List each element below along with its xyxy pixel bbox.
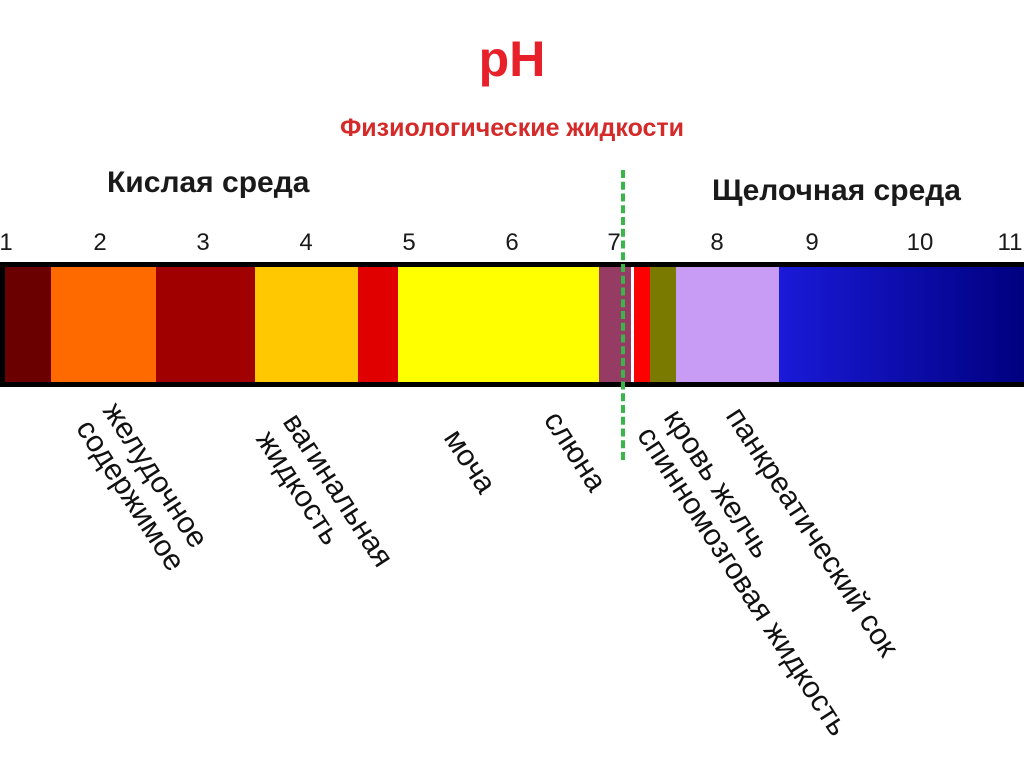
neutral-divider-line <box>621 170 625 460</box>
ph-tick-10: 10 <box>906 229 934 256</box>
page-title: pH <box>478 31 546 87</box>
fluid-label-gastric: желудочное содержимое <box>69 396 215 577</box>
fluid-label-urine: моча <box>437 423 503 500</box>
ph-band-lavender <box>676 267 779 382</box>
ph-band-red <box>358 267 398 382</box>
alkaline-medium-label: Щелочная среда <box>712 174 961 207</box>
ph-tick-6: 6 <box>505 229 519 256</box>
ph-band-yellow <box>398 267 599 382</box>
ph-band-amber <box>255 267 358 382</box>
ph-band-bright-red <box>634 267 650 382</box>
ph-band-crimson <box>156 267 255 382</box>
fluid-label-vaginal: вагинальная жидкость <box>249 407 400 573</box>
ph-band-olive <box>650 267 676 382</box>
ph-tick-11: 11 <box>997 229 1023 256</box>
ph-band-mauve <box>599 267 631 382</box>
fluid-label-saliva: слюна <box>537 405 613 498</box>
ph-tick-7: 7 <box>607 229 621 256</box>
ph-tick-9: 9 <box>805 229 819 256</box>
ph-tick-1: 1 <box>0 229 13 256</box>
ph-band-dark-red <box>5 267 51 382</box>
page-subtitle: Физиологические жидкости <box>339 114 685 142</box>
ph-band-blue <box>779 267 1024 382</box>
ph-tick-2: 2 <box>93 229 107 256</box>
ph-tick-4: 4 <box>299 229 313 256</box>
acid-medium-label: Кислая среда <box>107 166 310 199</box>
ph-tick-3: 3 <box>196 229 210 256</box>
ph-band-orange <box>51 267 156 382</box>
ph-band-white-line <box>631 267 634 382</box>
ph-tick-5: 5 <box>402 229 416 256</box>
ph-tick-8: 8 <box>710 229 724 256</box>
